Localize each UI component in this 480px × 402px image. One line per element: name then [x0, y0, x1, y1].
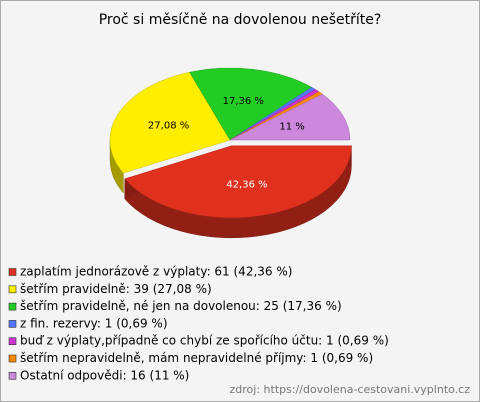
source: zdroj: https://dovolena-cestovani.vyplnt… [230, 383, 471, 396]
legend-swatch [8, 337, 17, 346]
legend-label: Ostatní odpovědi: 16 (11 %) [20, 368, 189, 382]
legend-swatch [8, 320, 17, 328]
legend-label: šetřím pravidelně: 39 (27,08 %) [20, 282, 212, 296]
legend-label: buď z výplaty,případně co chybí ze spoří… [20, 334, 389, 348]
slice-label: 42,36 % [226, 179, 267, 190]
legend-swatch [8, 268, 17, 276]
slice [229, 93, 351, 141]
legend-swatch [8, 285, 17, 294]
slice [124, 145, 352, 219]
legend-label: šetřím pravidelně, né jen na dovolenou: … [20, 299, 342, 313]
slice-label: 27,08 % [148, 120, 189, 131]
chart-title: Proč si měsíčně na dovolenou nešetříte? [99, 12, 382, 28]
legend-label: šetřím nepravidelně, mám nepravidelné př… [20, 351, 373, 365]
slice-label: 17,36 % [223, 96, 264, 107]
legend-swatch [8, 371, 17, 380]
slice [189, 67, 313, 141]
slice-label: 11 % [279, 122, 304, 133]
slice [109, 71, 231, 174]
legend-swatch [8, 302, 17, 311]
legend-swatch [8, 354, 17, 363]
legend-label: zaplatím jednorázově z výplaty: 61 (42,3… [20, 265, 292, 279]
legend-label: z fin. rezervy: 1 (0,69 %) [20, 316, 168, 330]
